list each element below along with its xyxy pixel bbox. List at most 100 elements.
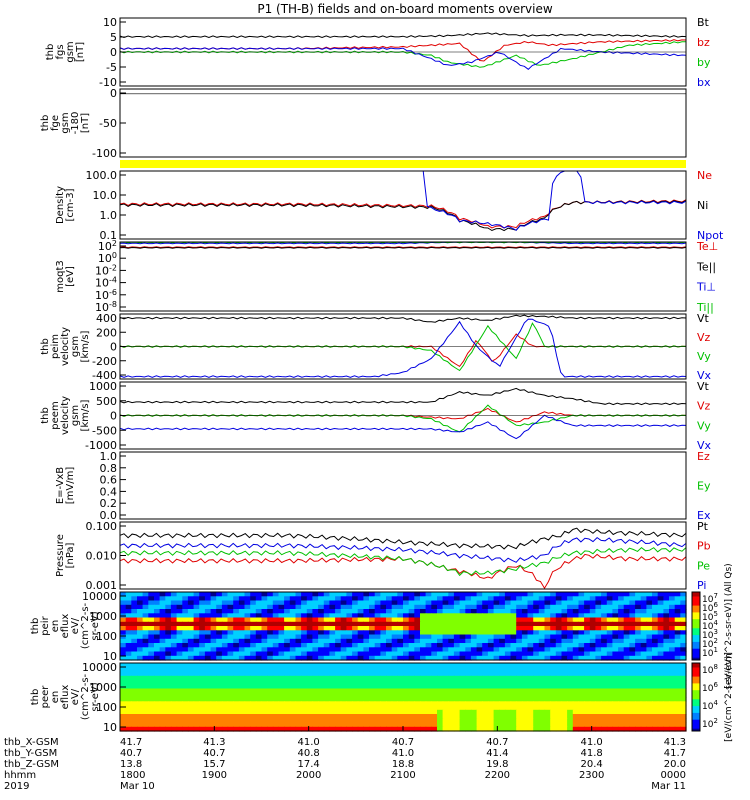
heatmap-cell: [216, 684, 223, 690]
heatmap-cell: [216, 675, 223, 681]
heatmap-cell: [346, 592, 353, 597]
heatmap-cell: [589, 671, 597, 677]
heatmap-cell: [142, 638, 149, 644]
heatmap-cell: [544, 621, 551, 627]
heatmap-cell: [420, 722, 427, 728]
heatmap-cell: [312, 630, 319, 636]
series-line-Pt: [119, 527, 687, 550]
heatmap-cell: [216, 722, 223, 728]
heatmap-cell: [125, 643, 132, 648]
heatmap-cell: [618, 718, 625, 724]
heatmap-cell: [125, 621, 132, 627]
heatmap-cell: [159, 675, 166, 681]
heatmap-cell: [465, 667, 472, 673]
heatmap-cell: [652, 675, 659, 681]
heatmap-cell: [482, 688, 489, 694]
heatmap-cell: [431, 634, 438, 640]
heatmap-cell: [284, 688, 291, 694]
heatmap-cell: [142, 680, 149, 685]
heatmap-cell: [165, 726, 172, 732]
heatmap-cell: [295, 709, 302, 715]
heatmap-cell: [148, 726, 155, 732]
heatmap-cell: [680, 663, 687, 668]
heatmap-cell: [278, 692, 285, 698]
heatmap-cell: [437, 697, 444, 702]
heatmap-cell: [623, 626, 630, 631]
heatmap-cell: [154, 592, 161, 597]
heatmap-cell: [669, 592, 676, 597]
heatmap-cell: [199, 592, 206, 597]
heatmap-cell: [555, 651, 563, 657]
heatmap-cell: [646, 692, 653, 698]
heatmap-cell: [640, 701, 647, 707]
heatmap-cell: [329, 596, 336, 602]
heatmap-cell: [131, 596, 138, 602]
heatmap-cell: [120, 617, 127, 623]
heatmap-cell: [374, 596, 381, 602]
heatmap-cell: [329, 647, 336, 653]
heatmap-cell: [142, 667, 149, 673]
heatmap-cell: [187, 609, 195, 614]
heatmap-cell: [250, 626, 257, 631]
heatmap-cell: [657, 667, 664, 673]
heatmap-cell: [261, 600, 268, 606]
heatmap-cell: [182, 634, 189, 640]
heatmap-cell: [420, 705, 427, 711]
heatmap-cell: [244, 663, 251, 668]
heatmap-cell: [227, 726, 234, 732]
heatmap-cell: [623, 701, 630, 707]
colorbar-cell: [692, 676, 700, 680]
heatmap-cell: [538, 675, 546, 681]
heatmap-cell: [199, 701, 206, 707]
heatmap-cell: [516, 718, 523, 724]
heatmap-cell: [550, 621, 557, 627]
heatmap-cell: [663, 663, 670, 668]
heatmap-cell: [425, 604, 432, 610]
colorbar-cell: [692, 601, 700, 604]
heatmap-cell: [527, 675, 534, 681]
colorbar-cell: [692, 619, 700, 622]
colorbar-cell: [692, 724, 700, 727]
x-value: 40.7: [392, 737, 414, 748]
heatmap-cell: [318, 718, 325, 724]
heatmap-cell: [663, 592, 670, 597]
colorbar-cell: [692, 612, 700, 616]
heatmap-cell: [250, 671, 257, 677]
legend-label: Pb: [697, 540, 711, 553]
heatmap-cell: [210, 643, 217, 648]
heatmap-cell: [652, 630, 659, 636]
heatmap-cell: [652, 667, 659, 673]
heatmap-cell: [578, 714, 585, 719]
heatmap-cell: [431, 655, 438, 661]
heatmap-cell: [403, 688, 410, 694]
heatmap-cell: [227, 647, 234, 653]
heatmap-cell: [516, 671, 523, 677]
heatmap-cell: [533, 655, 540, 661]
heatmap-cell: [221, 600, 229, 606]
heatmap-cell: [431, 604, 438, 610]
heatmap-cell: [646, 592, 653, 597]
heatmap-cell: [250, 617, 257, 623]
heatmap-cell: [538, 655, 546, 661]
colorbar-cell: [692, 628, 700, 632]
heatmap-cell: [391, 692, 398, 698]
heatmap-cell: [669, 701, 676, 707]
heatmap-cell: [680, 647, 687, 653]
heatmap-cell: [216, 634, 223, 640]
x-value: 41.3: [203, 737, 225, 748]
heatmap-cell: [595, 671, 602, 677]
heatmap-cell: [227, 643, 234, 648]
heatmap-cell: [544, 692, 551, 698]
heatmap-cell: [182, 596, 189, 602]
heatmap-cell: [261, 671, 268, 677]
heatmap-cell: [533, 692, 540, 698]
heatmap-cell: [640, 655, 647, 661]
heatmap-cell: [380, 604, 387, 610]
colorbar-cell: [692, 610, 700, 613]
heatmap-cell: [233, 647, 240, 653]
heatmap-cell: [238, 621, 246, 627]
heatmap-cell: [363, 680, 370, 685]
heatmap-cell: [601, 643, 608, 648]
heatmap-cell: [544, 718, 551, 724]
colorbar-cell: [692, 721, 700, 725]
